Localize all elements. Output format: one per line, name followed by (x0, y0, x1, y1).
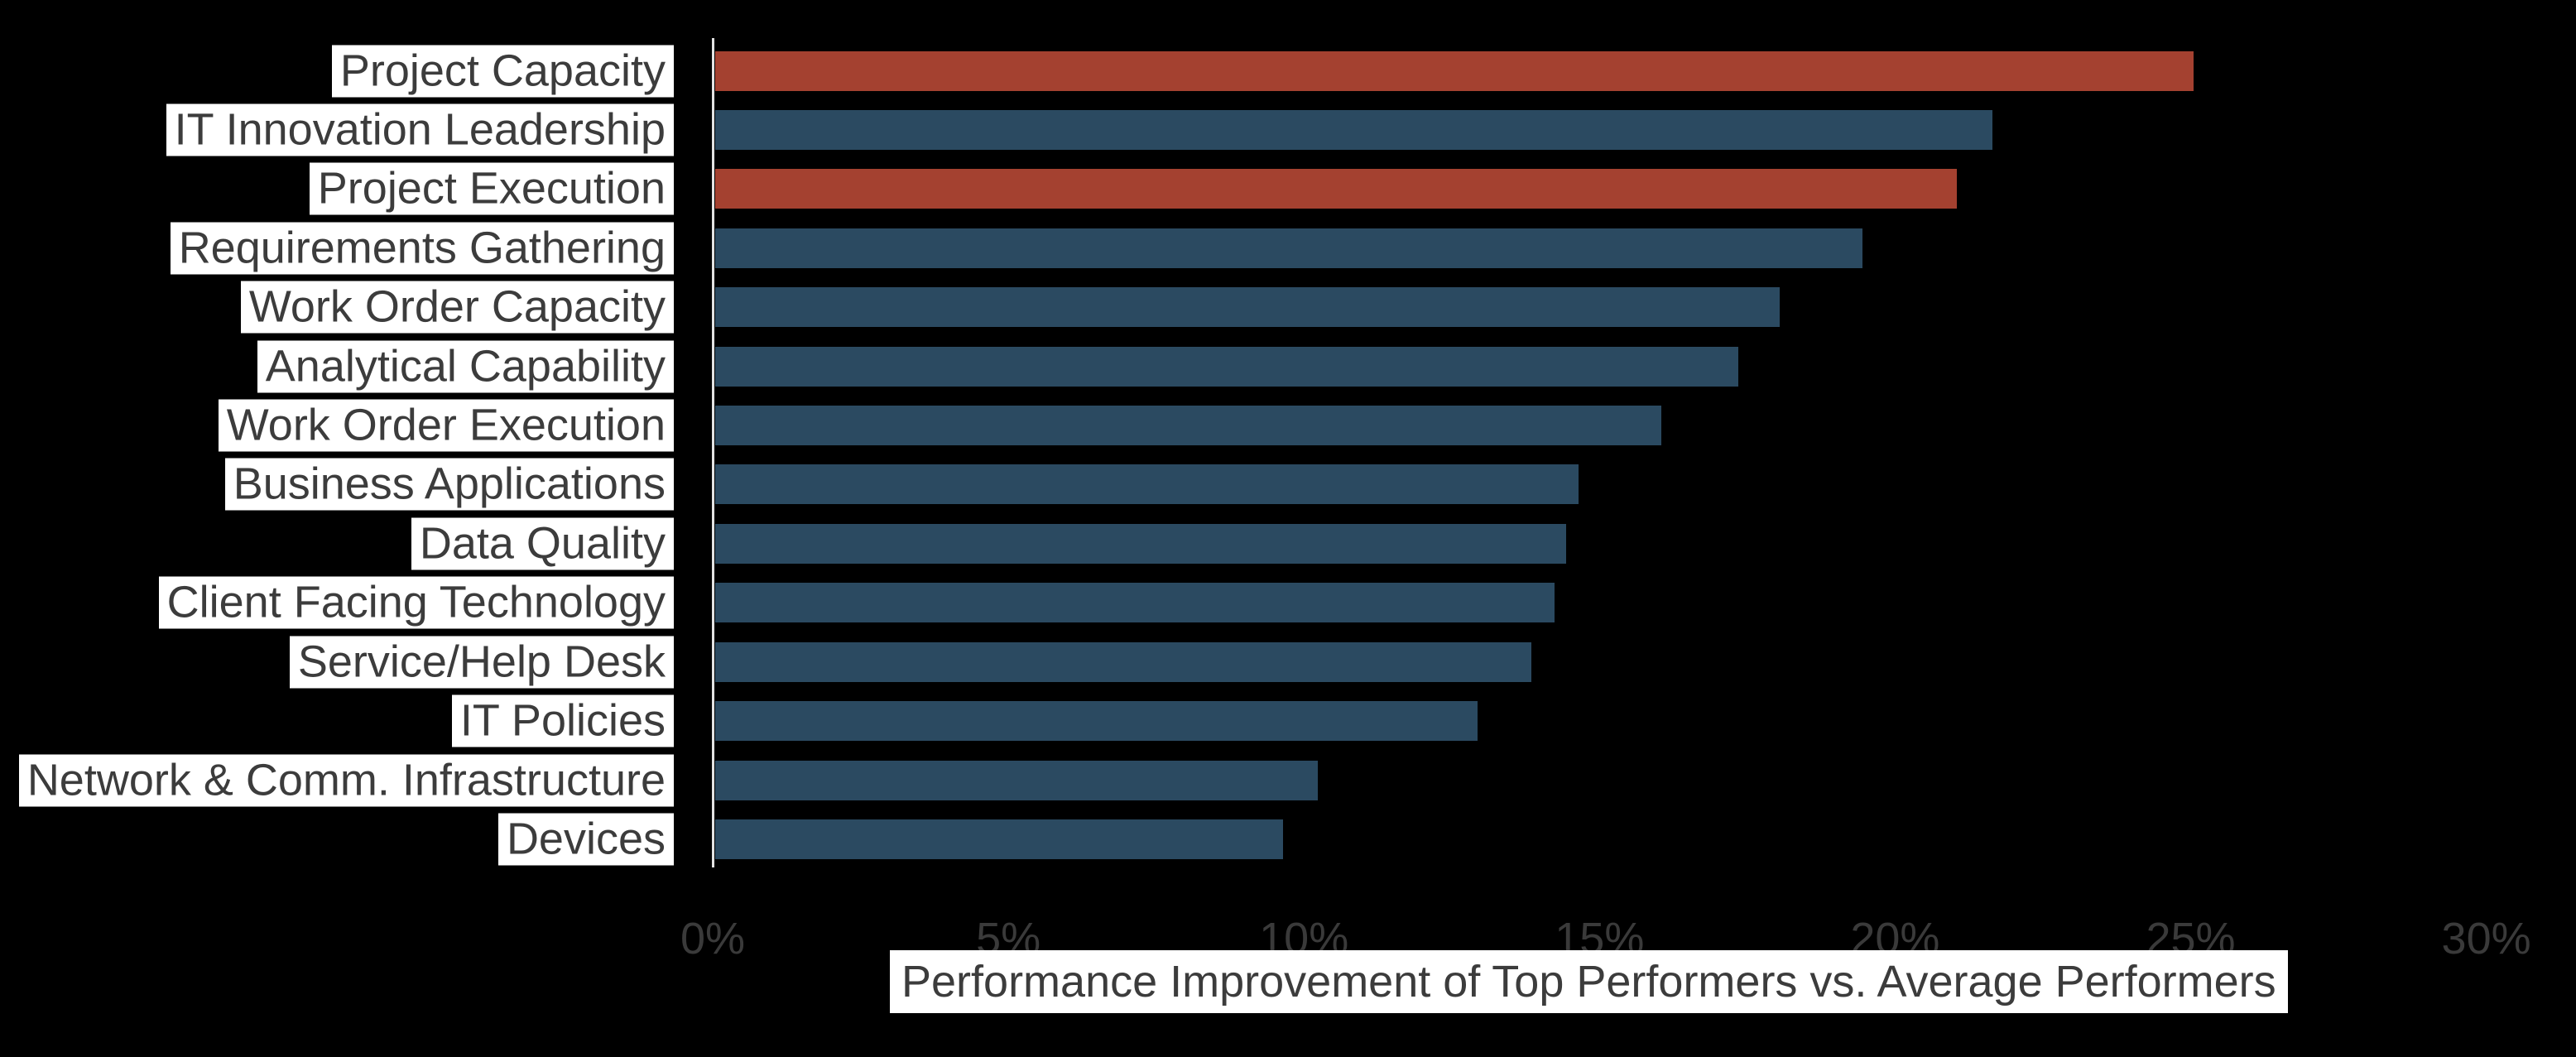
bar (715, 641, 1531, 682)
bar (715, 523, 1567, 564)
bar (715, 169, 1957, 209)
y-axis-line (712, 38, 714, 867)
category-label: Analytical Capability (257, 340, 674, 393)
x-axis-tick-label: 0% (680, 914, 746, 963)
bar (715, 819, 1283, 859)
bar (715, 109, 1992, 150)
bar (715, 228, 1862, 268)
x-axis-title: Performance Improvement of Top Performer… (890, 950, 2288, 1013)
bar (715, 346, 1738, 387)
category-label: Business Applications (224, 458, 674, 511)
bar (715, 760, 1319, 800)
category-label: Work Order Execution (218, 399, 674, 452)
category-label: Devices (497, 813, 674, 866)
bar (715, 464, 1579, 505)
category-label: Project Execution (309, 162, 674, 215)
category-label: Work Order Capacity (240, 281, 674, 334)
bar (715, 583, 1555, 623)
bar (715, 406, 1661, 446)
bar (715, 50, 2194, 91)
category-label: Project Capacity (331, 45, 674, 97)
category-label: Requirements Gathering (170, 222, 674, 275)
bar (715, 287, 1780, 328)
category-label: Network & Comm. Infrastructure (18, 754, 674, 807)
category-label: IT Policies (451, 694, 674, 747)
category-label: Client Facing Technology (158, 576, 674, 629)
category-label: Data Quality (411, 517, 674, 570)
category-label: Service/Help Desk (289, 636, 674, 689)
x-axis-tick-label: 30% (2441, 914, 2531, 963)
category-label: IT Innovation Leadership (166, 103, 674, 156)
bar (715, 701, 1478, 742)
